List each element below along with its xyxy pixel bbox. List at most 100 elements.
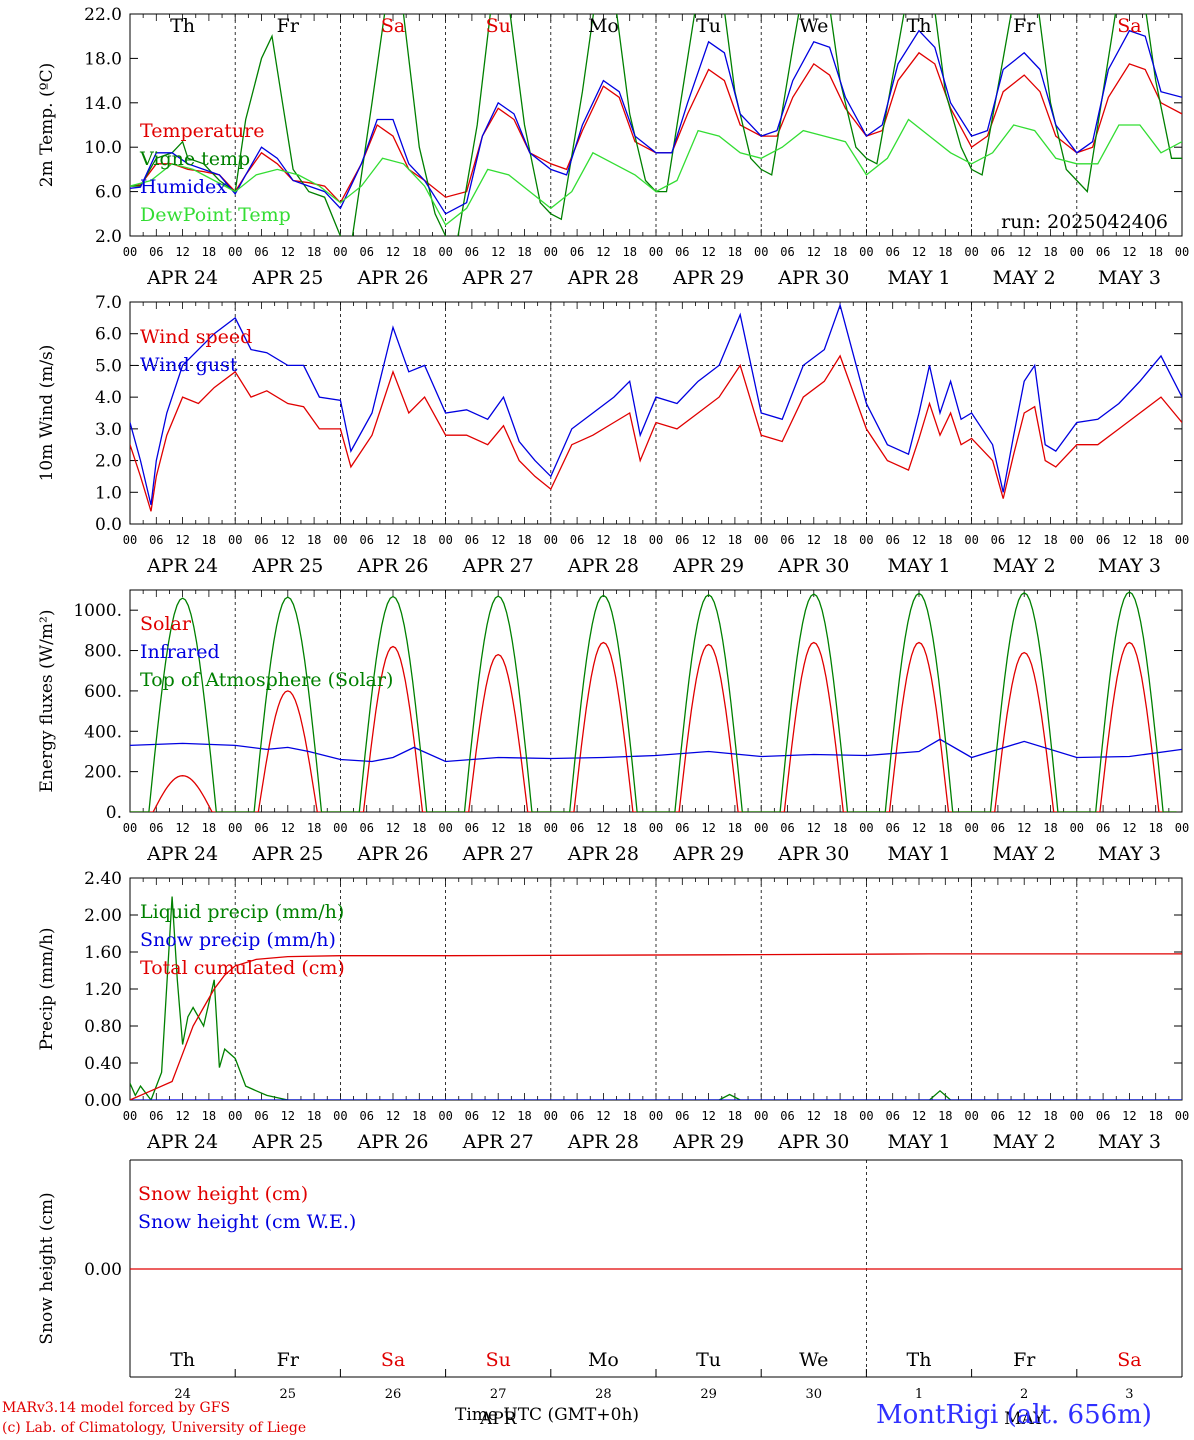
hour-tick-label: 00 xyxy=(438,1109,452,1123)
series-solar xyxy=(130,641,1177,812)
hour-tick-label: 12 xyxy=(912,821,926,835)
weekday-label: Sa xyxy=(1117,15,1141,37)
hour-tick-label: 12 xyxy=(596,821,610,835)
y-tick-label: 0.80 xyxy=(84,1017,122,1037)
y-tick-label: 600. xyxy=(84,682,122,702)
legend-entry: Vigne temp xyxy=(139,148,250,170)
y-tick-label: 5.0 xyxy=(95,356,122,376)
hour-tick-label: 12 xyxy=(1122,1109,1136,1123)
hour-tick-label: 00 xyxy=(1070,533,1084,547)
hour-tick-label: 12 xyxy=(281,821,295,835)
panel-snow: 0.00 Snow height (cm) Snow height (cm) Snow… xyxy=(37,1159,1183,1429)
date-label: APR 30 xyxy=(777,267,849,289)
hour-tick-label: 12 xyxy=(491,1109,505,1123)
date-label: APR 26 xyxy=(356,1131,428,1153)
hour-tick-label: 06 xyxy=(149,1109,163,1123)
weekday-label: Sa xyxy=(1117,1349,1141,1371)
date-label: MAY 2 xyxy=(993,555,1056,577)
hour-tick-label: 12 xyxy=(386,245,400,259)
weekday-label: Fr xyxy=(277,1349,300,1371)
hour-tick-label: 18 xyxy=(517,1109,531,1123)
hour-tick-label: 00 xyxy=(859,533,873,547)
hour-tick-label: 06 xyxy=(991,533,1005,547)
hour-tick-label: 06 xyxy=(1096,533,1110,547)
date-label: APR 25 xyxy=(251,843,323,865)
hour-tick-label: 06 xyxy=(254,533,268,547)
weekday-label: We xyxy=(799,15,828,37)
hour-tick-label: 06 xyxy=(780,821,794,835)
hour-tick-label: 18 xyxy=(517,245,531,259)
hour-tick-label: 12 xyxy=(596,245,610,259)
y-tick-label: 400. xyxy=(84,722,122,742)
legend-entry: Snow height (cm) xyxy=(138,1183,308,1205)
weekday-label: Su xyxy=(486,1349,511,1371)
y-tick-label: 200. xyxy=(84,763,122,783)
hour-tick-label: 18 xyxy=(202,821,216,835)
day-number-label: 27 xyxy=(490,1387,507,1402)
hour-tick-label: 12 xyxy=(1017,821,1031,835)
hour-tick-label: 00 xyxy=(123,533,137,547)
y-tick-label: 22.0 xyxy=(84,5,122,25)
hour-tick-label: 18 xyxy=(1148,1109,1162,1123)
hour-tick-label: 18 xyxy=(938,245,952,259)
hour-tick-label: 18 xyxy=(1043,533,1057,547)
legend-entry: Wind speed xyxy=(140,326,252,348)
hour-tick-label: 18 xyxy=(1148,245,1162,259)
date-label: APR 28 xyxy=(567,267,639,289)
date-label: APR 27 xyxy=(462,267,534,289)
hour-tick-label: 18 xyxy=(1043,1109,1057,1123)
hour-tick-label: 18 xyxy=(307,1109,321,1123)
hour-tick-label: 00 xyxy=(544,533,558,547)
day-number-label: 29 xyxy=(700,1387,717,1402)
hour-tick-label: 00 xyxy=(649,821,663,835)
hour-tick-label: 06 xyxy=(149,245,163,259)
day-number-label: 30 xyxy=(806,1387,823,1402)
hour-tick-label: 12 xyxy=(1122,533,1136,547)
hour-tick-label: 06 xyxy=(465,245,479,259)
hour-tick-label: 18 xyxy=(728,1109,742,1123)
panel-0: 00 06 12 18 00 06 12 18 00 06 12 18 00 06 12 18 00 06 12 18… xyxy=(37,5,1189,289)
date-label: APR 26 xyxy=(356,843,428,865)
hour-tick-label: 18 xyxy=(622,821,636,835)
date-label: MAY 3 xyxy=(1098,267,1161,289)
y-tick-label: 0.40 xyxy=(84,1054,122,1074)
hour-tick-label: 06 xyxy=(675,245,689,259)
date-label: APR 30 xyxy=(777,1131,849,1153)
hour-tick-label: 00 xyxy=(964,245,978,259)
hour-tick-label: 18 xyxy=(1148,533,1162,547)
hour-tick-label: 06 xyxy=(1096,821,1110,835)
y-tick-label: 1.0 xyxy=(95,483,122,503)
date-label: APR 25 xyxy=(251,267,323,289)
weekday-label: Th xyxy=(170,1349,195,1371)
hour-tick-label: 00 xyxy=(964,1109,978,1123)
y-tick-label: 6.0 xyxy=(95,183,122,203)
series-dewpoint-temp xyxy=(130,118,1182,226)
series-top-of-atmosphere-solar- xyxy=(130,591,1177,812)
y-tick-label: 2.0 xyxy=(95,227,122,247)
weekday-label: Sa xyxy=(381,1349,405,1371)
hour-tick-label: 18 xyxy=(938,533,952,547)
hour-tick-label: 06 xyxy=(465,1109,479,1123)
hour-tick-label: 00 xyxy=(333,821,347,835)
legend-entry: Liquid precip (mm/h) xyxy=(140,901,344,923)
series-total-cumulated-cm- xyxy=(130,953,1182,1100)
date-label: APR 25 xyxy=(251,555,323,577)
hour-tick-label: 12 xyxy=(912,1109,926,1123)
hour-tick-label: 12 xyxy=(1017,533,1031,547)
hour-tick-label: 00 xyxy=(1070,245,1084,259)
hour-tick-label: 18 xyxy=(202,245,216,259)
y-axis-label: Snow height (cm) xyxy=(37,1192,57,1344)
hour-tick-label: 18 xyxy=(833,533,847,547)
date-label: APR 29 xyxy=(672,555,744,577)
hour-tick-label: 12 xyxy=(807,245,821,259)
y-tick-label: 6.0 xyxy=(95,325,122,345)
hour-tick-label: 06 xyxy=(465,533,479,547)
hour-tick-label: 18 xyxy=(728,245,742,259)
hour-tick-label: 12 xyxy=(491,533,505,547)
hour-tick-label: 12 xyxy=(386,1109,400,1123)
y-tick-label: 1.20 xyxy=(84,980,122,1000)
hour-tick-label: 00 xyxy=(649,245,663,259)
y-tick-label: 0.0 xyxy=(95,515,122,535)
legend-entry: Solar xyxy=(140,613,192,635)
